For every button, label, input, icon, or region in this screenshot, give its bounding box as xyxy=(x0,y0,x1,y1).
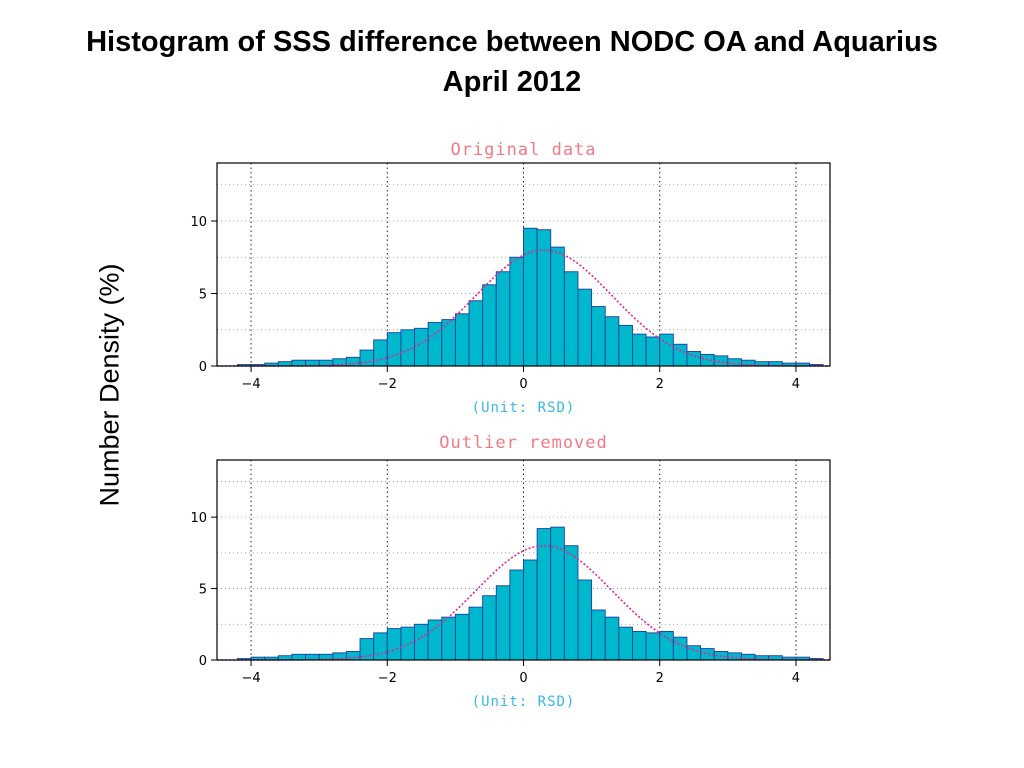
x-tick-label: 4 xyxy=(792,671,800,686)
histogram-bar xyxy=(454,313,470,367)
panel-title: Outlier removed xyxy=(439,433,608,453)
x-tick-label: 0 xyxy=(519,377,527,392)
y-tick-label: 5 xyxy=(199,288,207,303)
histogram-bar xyxy=(536,528,552,661)
histogram-bar xyxy=(659,630,674,661)
gaussian-fit-curve xyxy=(217,544,830,661)
histogram-bar xyxy=(563,271,579,367)
x-axis-unit-label: (Unit: RSD) xyxy=(472,400,576,416)
histogram-bar xyxy=(427,619,443,661)
histogram-bar xyxy=(441,616,456,661)
histogram-bar xyxy=(495,271,511,367)
histogram-bar xyxy=(345,650,361,661)
histogram-bar xyxy=(400,626,415,661)
histogram-bar xyxy=(427,322,443,367)
histogram-bar xyxy=(414,623,429,661)
histogram-bar xyxy=(509,256,524,367)
histogram-bar xyxy=(577,288,593,367)
histogram-bar xyxy=(454,613,470,661)
y-tick-label: 5 xyxy=(199,583,207,598)
histogram-bar xyxy=(495,585,511,661)
y-tick-label: 0 xyxy=(199,360,207,375)
x-tick-label: −4 xyxy=(241,671,260,686)
histogram-bar xyxy=(386,628,402,661)
histogram-bar xyxy=(414,327,429,367)
x-tick-label: −4 xyxy=(241,377,260,392)
histogram-bar xyxy=(713,355,729,367)
x-axis-unit-label: (Unit: RSD) xyxy=(472,694,576,710)
x-tick-label: 4 xyxy=(792,377,800,392)
histogram-bar xyxy=(359,349,375,367)
slide-title: Histogram of SSS difference between NODC… xyxy=(0,22,1024,102)
histogram-panel-1: Original data 0 5 10 −4 −2 0 2 4 (Unit: RSD) xyxy=(190,140,831,416)
histogram-bar xyxy=(550,246,565,367)
histogram-bar xyxy=(373,632,388,661)
histogram-bar xyxy=(523,559,538,661)
panel-title: Original data xyxy=(450,140,596,160)
histogram-bar xyxy=(345,356,361,367)
histogram-bar xyxy=(563,545,579,661)
histogram-bar xyxy=(618,626,633,661)
histogram-bar xyxy=(645,336,661,367)
histogram-bar xyxy=(468,300,484,367)
histogram-bar xyxy=(659,333,674,367)
histogram-bar xyxy=(509,569,524,661)
y-tick-label: 10 xyxy=(190,511,207,526)
histogram-bar xyxy=(632,333,647,367)
histogram-bar xyxy=(523,227,538,367)
histogram-bar xyxy=(482,595,497,661)
histogram-bar xyxy=(577,579,593,661)
histogram-bar xyxy=(672,636,688,661)
histogram-bar xyxy=(632,630,647,661)
histogram-bar xyxy=(672,343,688,367)
x-tick-label: 2 xyxy=(656,377,664,392)
histogram-bar xyxy=(591,609,606,661)
histogram-bar xyxy=(373,339,388,367)
histogram-panel-2: Outlier removed 0 5 10 −4 −2 0 2 4 (Unit: RSD) xyxy=(190,433,831,710)
histogram-bar xyxy=(591,306,606,367)
y-tick-label: 10 xyxy=(190,215,207,230)
histogram-bar xyxy=(400,329,415,367)
histogram-bar xyxy=(604,316,620,367)
histogram-bar xyxy=(386,332,402,367)
histogram-bar xyxy=(604,616,620,661)
histogram-bar xyxy=(482,284,497,367)
histogram-bar xyxy=(468,606,484,661)
histogram-bar xyxy=(645,632,661,661)
slide-title-line-1: Histogram of SSS difference between NODC… xyxy=(86,26,938,58)
y-tick-label: 0 xyxy=(199,654,207,669)
x-tick-label: 0 xyxy=(519,671,527,686)
x-tick-label: −2 xyxy=(378,671,397,686)
x-tick-label: 2 xyxy=(656,671,664,686)
histogram-bar xyxy=(727,652,742,661)
slide-title-line-2: April 2012 xyxy=(442,66,582,98)
histogram-bar xyxy=(618,324,633,367)
histogram-bar xyxy=(686,351,702,367)
x-tick-label: −2 xyxy=(378,377,397,392)
